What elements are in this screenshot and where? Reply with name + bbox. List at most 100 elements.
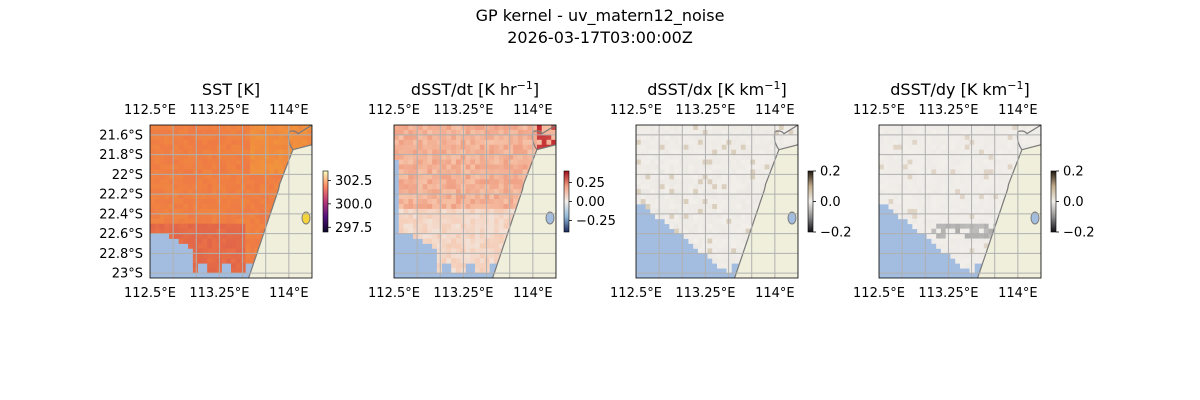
data-cell — [764, 129, 770, 136]
data-cell — [202, 233, 208, 239]
data-cell — [522, 174, 528, 180]
data-cell — [969, 203, 975, 210]
data-cell — [441, 154, 447, 160]
data-cell — [465, 179, 471, 185]
data-cell — [1031, 139, 1037, 146]
data-cell — [921, 199, 928, 205]
data-cell — [197, 248, 203, 254]
data-cell — [645, 169, 651, 175]
data-cell — [655, 129, 661, 136]
data-cell — [688, 149, 694, 156]
data-cell — [664, 159, 670, 165]
data-cell — [893, 164, 899, 170]
data-cell — [494, 199, 500, 205]
data-cell — [697, 164, 704, 170]
data-cell — [683, 189, 689, 195]
data-cell — [498, 223, 504, 230]
data-cell — [183, 169, 189, 175]
data-cell — [207, 268, 213, 274]
data-cell — [484, 199, 490, 205]
data-cell — [888, 199, 894, 205]
data-cell — [475, 218, 481, 225]
data-cell — [417, 129, 423, 136]
data-cell — [721, 199, 727, 205]
lon-tick-label-bottom: 112.5°E — [610, 286, 662, 301]
data-cell — [745, 125, 751, 131]
data-cell — [707, 179, 713, 185]
data-cell — [755, 159, 761, 165]
data-cell — [427, 238, 433, 244]
data-cell — [693, 164, 699, 170]
lon-tick-label-top: 112.5°E — [853, 103, 905, 118]
data-cell — [655, 174, 661, 180]
data-cell — [259, 203, 265, 210]
data-cell — [508, 199, 514, 205]
data-cell — [879, 129, 885, 136]
data-cell — [436, 248, 443, 254]
data-cell — [879, 169, 885, 175]
data-cell — [546, 139, 552, 146]
data-cell — [245, 189, 251, 195]
data-cell — [1017, 149, 1023, 156]
data-cell — [188, 179, 194, 185]
data-cell — [413, 129, 419, 136]
data-cell — [164, 213, 170, 220]
data-cell — [640, 134, 646, 141]
data-cell — [188, 149, 194, 156]
data-cell — [697, 218, 704, 225]
data-cell — [436, 213, 443, 220]
data-cell — [979, 125, 985, 131]
data-cell — [173, 159, 179, 165]
data-cell — [192, 189, 199, 195]
data-cell — [740, 228, 746, 234]
data-cell — [202, 248, 208, 254]
data-cell — [898, 169, 904, 175]
data-cell — [902, 154, 908, 160]
data-cell — [432, 238, 438, 244]
data-cell — [226, 203, 232, 210]
data-cell — [451, 223, 457, 230]
data-cell — [159, 139, 165, 146]
data-cell — [707, 253, 713, 259]
data-cell — [993, 208, 999, 215]
data-cell — [283, 149, 289, 156]
data-cell — [645, 139, 651, 146]
data-cell — [273, 125, 280, 131]
data-cell — [650, 125, 656, 131]
data-cell — [669, 174, 675, 180]
data-cell — [250, 248, 256, 254]
data-cell — [955, 144, 961, 151]
data-cell — [264, 199, 270, 205]
lon-tick-label-top: 113.25°E — [433, 103, 493, 118]
data-cell — [893, 169, 899, 175]
data-cell — [898, 179, 904, 185]
data-cell — [669, 208, 675, 215]
data-cell — [465, 154, 471, 160]
data-cell — [888, 134, 894, 141]
data-cell — [508, 218, 514, 225]
data-cell — [921, 194, 928, 200]
data-cell — [907, 169, 913, 175]
data-cell — [498, 238, 504, 244]
data-cell — [211, 174, 218, 180]
data-cell — [640, 154, 646, 160]
data-cell — [726, 149, 732, 156]
data-cell — [993, 129, 999, 136]
data-cell — [964, 189, 970, 195]
data-cell — [403, 164, 409, 170]
data-cell — [688, 134, 694, 141]
data-cell — [269, 174, 275, 180]
data-cell — [494, 179, 500, 185]
data-cell — [683, 199, 689, 205]
data-cell — [788, 139, 794, 146]
data-cell — [688, 169, 694, 175]
data-cell — [1036, 125, 1041, 131]
data-cell — [455, 268, 462, 274]
data-cell — [455, 129, 462, 136]
data-cell — [240, 169, 246, 175]
data-cell — [475, 268, 481, 274]
data-cell — [154, 228, 160, 234]
data-cell — [721, 228, 727, 234]
data-cell — [755, 203, 761, 210]
data-cell — [422, 223, 428, 230]
